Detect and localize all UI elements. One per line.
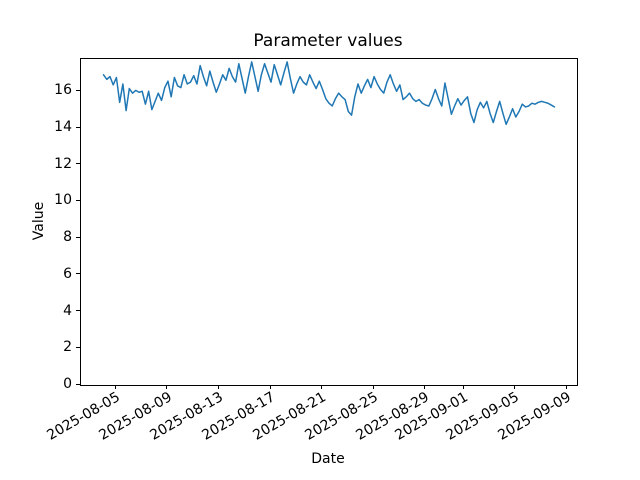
- y-tick-label: 6: [63, 265, 72, 282]
- y-axis-label: Value: [31, 201, 47, 241]
- y-tick-mark: [76, 163, 80, 165]
- x-tick-mark: [217, 385, 219, 389]
- y-tick-label: 8: [63, 229, 72, 246]
- y-tick-label: 14: [54, 119, 72, 136]
- x-tick-mark: [514, 385, 516, 389]
- y-tick-label: 0: [63, 376, 72, 392]
- x-tick-mark: [372, 385, 374, 389]
- y-tick-mark: [76, 346, 80, 348]
- y-tick-mark: [76, 126, 80, 128]
- line-chart-svg: [102, 61, 556, 126]
- parameter-values-line: [102, 61, 556, 126]
- y-tick-mark: [76, 383, 80, 385]
- y-tick-mark: [76, 273, 80, 275]
- y-tick-mark: [76, 199, 80, 201]
- x-tick-mark: [114, 385, 116, 389]
- x-tick-mark: [462, 385, 464, 389]
- y-tick-mark: [76, 236, 80, 238]
- y-tick-label: 16: [54, 82, 72, 99]
- x-axis-label: Date: [311, 451, 345, 467]
- x-tick-mark: [166, 385, 168, 389]
- y-tick-label: 12: [54, 155, 72, 172]
- y-tick-label: 2: [63, 339, 72, 356]
- y-tick-label: 4: [63, 302, 72, 319]
- y-tick-mark: [76, 310, 80, 312]
- x-tick-mark: [424, 385, 426, 389]
- y-tick-label: 10: [54, 192, 72, 209]
- x-tick-mark: [565, 385, 567, 389]
- x-tick-mark: [269, 385, 271, 389]
- plot-area: [80, 58, 578, 386]
- y-tick-mark: [76, 89, 80, 91]
- x-tick-mark: [321, 385, 323, 389]
- chart-title: Parameter values: [253, 31, 403, 51]
